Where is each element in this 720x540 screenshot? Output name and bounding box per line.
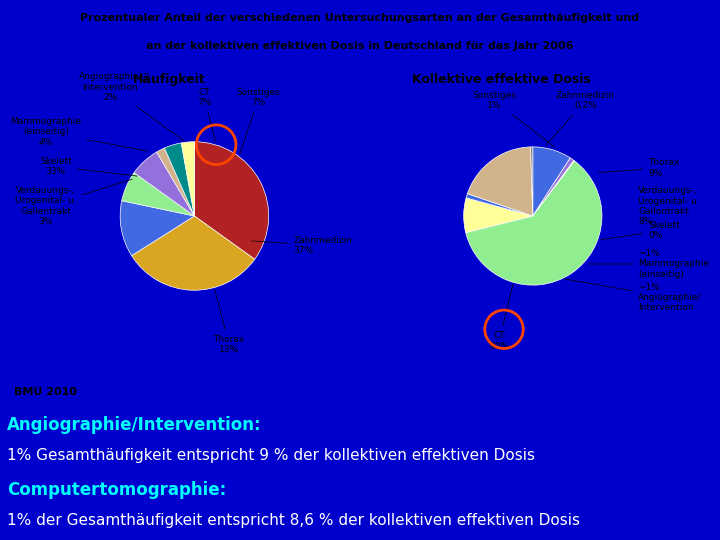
Wedge shape [467, 147, 533, 216]
Text: Angiographie/Intervention:: Angiographie/Intervention: [7, 416, 262, 434]
Text: Prozentualer Anteil der verschiedenen Untersuchungsarten an der Gesamthäufigkeit: Prozentualer Anteil der verschiedenen Un… [81, 14, 639, 23]
Text: Skelett
0%: Skelett 0% [600, 221, 680, 240]
Text: ~1%
Mammographie
(einseitig): ~1% Mammographie (einseitig) [588, 249, 709, 279]
Wedge shape [120, 201, 194, 255]
Wedge shape [533, 147, 570, 216]
Text: Angiographie/
Intervention
2%: Angiographie/ Intervention 2% [78, 72, 184, 141]
Text: Sonstiges
7%: Sonstiges 7% [237, 87, 281, 154]
Text: CT
7%: CT 7% [197, 87, 215, 142]
Wedge shape [194, 141, 269, 259]
Text: Zahnmedizin
37%: Zahnmedizin 37% [251, 236, 352, 255]
Text: ~1%
Angiographie/
Intervention: ~1% Angiographie/ Intervention [564, 279, 702, 313]
Text: Sonstiges
1%: Sonstiges 1% [472, 91, 554, 147]
Text: Verdauungs-,
Urogenital- u.
Gallontrakt
8%: Verdauungs-, Urogenital- u. Gallontrakt … [639, 186, 700, 226]
Wedge shape [533, 160, 575, 216]
Wedge shape [181, 141, 194, 216]
Text: Skelett
33%: Skelett 33% [40, 157, 138, 176]
Wedge shape [466, 194, 533, 216]
Text: an der kollektiven effektiven Dosis in Deutschland für das Jahr 2006: an der kollektiven effektiven Dosis in D… [146, 42, 574, 51]
Wedge shape [464, 198, 533, 233]
Wedge shape [122, 173, 194, 216]
Text: 1% Gesamthäufigkeit entspricht 9 % der kollektiven effektiven Dosis: 1% Gesamthäufigkeit entspricht 9 % der k… [7, 448, 535, 463]
Text: Thorax
13%: Thorax 13% [213, 290, 245, 354]
Wedge shape [533, 158, 574, 216]
Wedge shape [132, 216, 255, 290]
Text: Verdauungs-,
Urogenital- u.
Gallentrakt
3%: Verdauungs-, Urogenital- u. Gallentrakt … [15, 179, 132, 226]
Text: BMU 2010: BMU 2010 [14, 387, 77, 397]
Wedge shape [157, 148, 194, 216]
Text: Zahnmedizin
0,2%: Zahnmedizin 0,2% [546, 91, 615, 145]
Text: Kollektive effektive Dosis: Kollektive effektive Dosis [412, 73, 590, 86]
Text: Thorax
9%: Thorax 9% [598, 158, 679, 178]
Wedge shape [134, 152, 194, 216]
Text: 1% der Gesamthäufigkeit entspricht 8,6 % der kollektiven effektiven Dosis: 1% der Gesamthäufigkeit entspricht 8,6 %… [7, 513, 580, 528]
Text: CT
60%: CT 60% [489, 284, 513, 350]
Text: Mammographie
(einseitig)
4%: Mammographie (einseitig) 4% [10, 117, 147, 151]
Text: Computertomographie:: Computertomographie: [7, 481, 227, 498]
Wedge shape [531, 147, 533, 216]
Wedge shape [164, 143, 194, 216]
Text: Häufigkeit: Häufigkeit [133, 73, 206, 86]
Wedge shape [466, 161, 602, 285]
